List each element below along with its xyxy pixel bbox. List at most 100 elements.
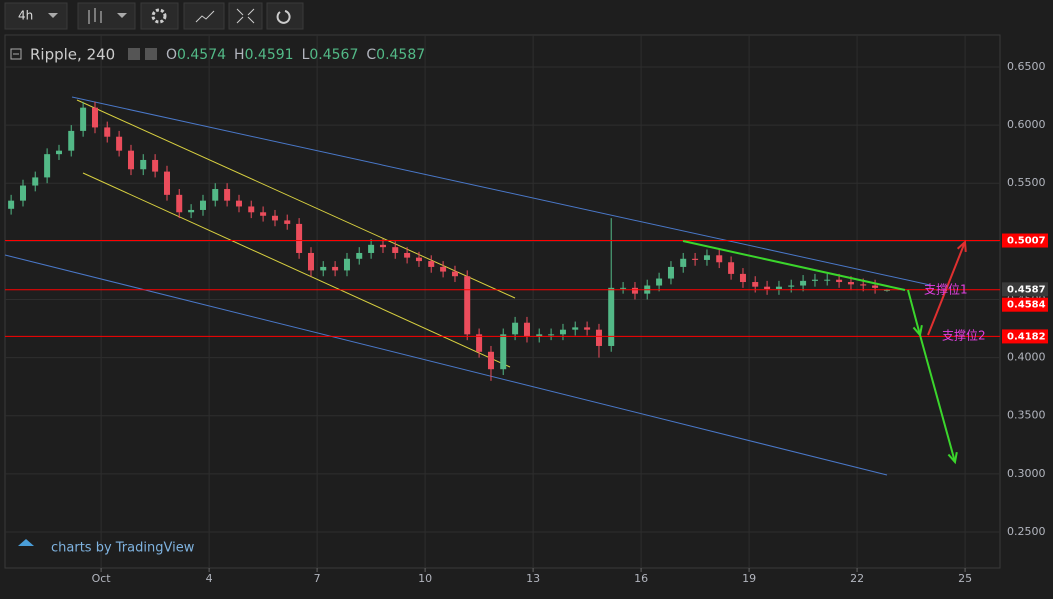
ohlc-letter: H [234, 47, 245, 63]
candle-body [788, 285, 795, 287]
candle-body [703, 255, 710, 260]
legend-header: Ripple, 240 O0.4574 H0.4591 L0.4567 C0.4587 [10, 46, 425, 64]
trend-line [71, 96, 931, 286]
candle-body [451, 271, 458, 277]
x-tick-label: 19 [742, 572, 756, 585]
candle-body [739, 273, 746, 283]
x-tick-label: 4 [206, 572, 213, 585]
candle-body [656, 278, 663, 286]
x-tick-label: 25 [958, 572, 972, 585]
y-tick-label: 0.6500 [1007, 60, 1046, 73]
candle-body [476, 334, 483, 352]
candle-body [212, 189, 219, 201]
arrow [927, 241, 966, 336]
tv-logo [18, 539, 34, 546]
candle-body [392, 247, 399, 253]
ohlc-value: 0.4574 [177, 47, 226, 63]
candle-body [595, 329, 602, 346]
candle-body [368, 244, 375, 253]
x-tick-label: 16 [634, 572, 648, 585]
candle-body [811, 279, 818, 281]
candle-body [872, 285, 879, 288]
candle-body [199, 200, 206, 210]
candle-body [127, 150, 134, 170]
candle-body [631, 287, 638, 294]
candle-body [91, 107, 98, 128]
level-label: 0.5007 [1007, 236, 1046, 247]
candle-body [608, 287, 615, 346]
candle-body [847, 282, 854, 285]
candle-body [176, 194, 183, 213]
toolbar: 4h [4, 2, 304, 30]
level-label: 0.4584 [1007, 300, 1046, 311]
arrow [919, 334, 956, 463]
chart-type-button[interactable] [77, 2, 136, 30]
candle-body [667, 266, 674, 279]
candle-body [343, 258, 350, 271]
ohlc-values: O0.4574 H0.4591 L0.4567 C0.4587 [166, 47, 425, 63]
refresh-button[interactable] [266, 2, 304, 30]
trend-line [4, 254, 888, 476]
settings-icon [151, 8, 167, 24]
x-tick-label: 13 [526, 572, 540, 585]
y-tick-label: 0.4000 [1007, 351, 1046, 364]
eye-icon[interactable] [128, 48, 140, 60]
dropdown-icon [117, 13, 127, 18]
candle-body [188, 209, 195, 213]
candle-body [80, 107, 87, 131]
candle-body [559, 329, 566, 335]
collapse-icon[interactable] [10, 48, 22, 60]
candle-body [572, 327, 579, 330]
candle-body [284, 220, 291, 224]
fullscreen-button[interactable] [228, 2, 263, 30]
candle-body [8, 200, 15, 209]
ohlc-letter: O [166, 47, 177, 63]
dropdown-icon [48, 13, 58, 18]
candle-body [860, 284, 867, 286]
candle-body [464, 276, 471, 335]
x-tick-label: 7 [314, 572, 321, 585]
candle-body [44, 154, 51, 178]
price-label: 0.4587 [1007, 284, 1046, 295]
candle-body [104, 127, 111, 137]
candle-body [775, 286, 782, 290]
candle-body [404, 252, 411, 258]
y-tick-label: 0.3500 [1007, 409, 1046, 422]
candle-body [55, 150, 62, 155]
candle-body [536, 334, 543, 337]
candle-body [356, 252, 363, 259]
candle-body [836, 279, 843, 283]
candle-body [692, 258, 699, 260]
candle-body [116, 136, 123, 151]
indicators-button[interactable] [183, 2, 225, 30]
y-tick-label: 0.6000 [1007, 118, 1046, 131]
settings-button[interactable] [140, 2, 179, 30]
y-tick-label: 0.2500 [1007, 525, 1046, 538]
ohlc-letter: C [366, 47, 376, 63]
indicators-icon [195, 10, 215, 23]
candle-body [548, 334, 555, 336]
ohlc-value: 0.4567 [309, 47, 358, 63]
trend-line [682, 240, 906, 291]
arrow-head [947, 451, 958, 465]
settings-icon[interactable] [145, 48, 157, 60]
candle-body [224, 189, 231, 201]
candle-body [260, 212, 267, 216]
candle-body [307, 252, 314, 271]
candle-body [800, 280, 807, 286]
level-tag [1002, 233, 1048, 248]
interval-button[interactable] [4, 2, 68, 30]
fullscreen-icon [236, 8, 255, 24]
annotation: 支撑位1 [924, 282, 968, 297]
candle-body [32, 177, 39, 186]
branding[interactable]: charts by TradingView [51, 541, 195, 556]
candle-body [523, 322, 530, 337]
ohlc-letter: L [302, 47, 310, 63]
arrow [907, 289, 921, 336]
candle-body [271, 215, 278, 221]
candle-body [19, 185, 26, 201]
candle-body [152, 159, 159, 172]
price-tag [1002, 282, 1048, 297]
level-label: 0.4182 [1007, 331, 1046, 342]
